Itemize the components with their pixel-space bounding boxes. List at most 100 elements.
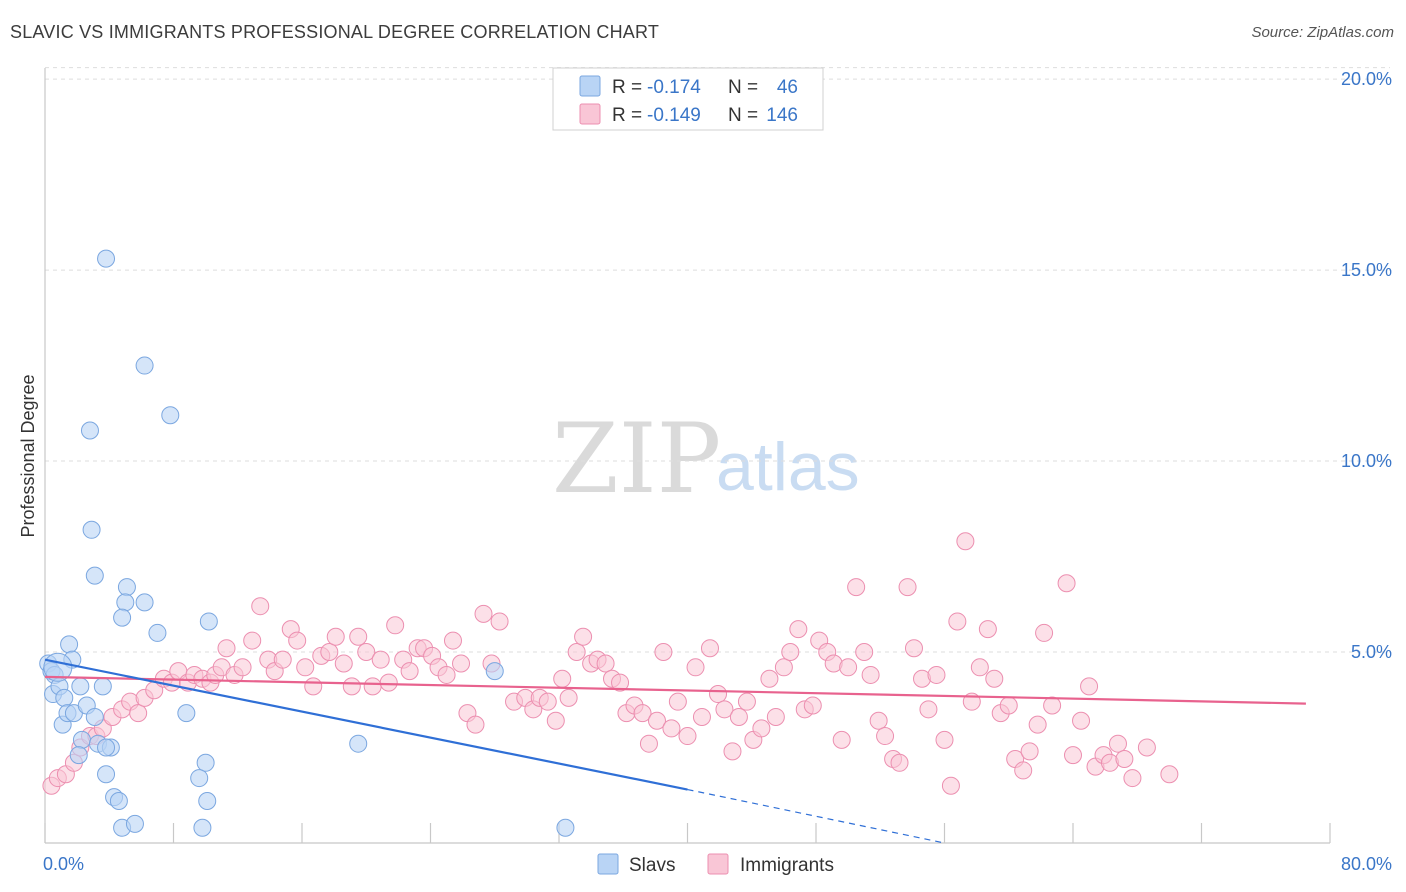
immigrants-point-66 (553, 669, 572, 688)
immigrants-point-134 (1057, 574, 1076, 593)
legend-swatch-immigrants (579, 103, 601, 125)
slavs-point-42 (97, 249, 116, 268)
series-legend: Slavs Immigrants (597, 853, 834, 876)
bottom-legend-swatch-immigrants (707, 853, 729, 875)
slavs-point-26 (82, 520, 101, 539)
slavs-point-40 (485, 662, 504, 681)
immigrants-point-39 (342, 677, 361, 696)
immigrants-point-27 (251, 597, 270, 616)
bottom-legend-immigrants: Immigrants (740, 855, 834, 876)
bottom-legend-slavs: Slavs (629, 855, 675, 876)
immigrants-point-25 (233, 658, 252, 677)
legend-r-label-immigrants: R = (612, 105, 642, 126)
immigrants-point-98 (789, 620, 808, 639)
immigrants-point-81 (662, 719, 681, 738)
slavs-point-27 (85, 566, 104, 585)
immigrants-point-118 (935, 730, 954, 749)
immigrants-point-87 (709, 685, 728, 704)
immigrants-point-36 (320, 643, 339, 662)
immigrants-point-135 (1064, 746, 1082, 765)
immigrants-point-93 (752, 719, 771, 738)
immigrants-point-52 (437, 665, 456, 684)
immigrants-point-40 (349, 627, 368, 646)
immigrants-point-114 (904, 639, 923, 658)
immigrants-point-117 (927, 665, 946, 684)
immigrants-point-95 (766, 707, 785, 726)
stats-legend: R = -0.174 N = 46 R = -0.149 N = 146 (552, 67, 824, 131)
source-label: Source: ZipAtlas.com (1251, 24, 1394, 41)
immigrants-point-133 (1043, 696, 1062, 715)
immigrants-point-57 (474, 604, 493, 623)
immigrants-point-54 (452, 654, 471, 673)
immigrants-point-37 (326, 627, 345, 646)
immigrants-point-105 (839, 658, 858, 677)
y-axis-label: Professional Degree (18, 374, 38, 537)
immigrants-point-96 (774, 658, 793, 677)
immigrants-point-53 (443, 631, 462, 650)
slavs-point-32 (148, 623, 167, 642)
immigrants-point-34 (304, 677, 323, 696)
immigrants-point-145 (1160, 765, 1179, 784)
immigrants-point-137 (1080, 677, 1099, 696)
legend-r-value-slavs: -0.174 (647, 77, 701, 98)
immigrants-point-109 (869, 711, 888, 730)
immigrants-point-116 (919, 700, 938, 719)
immigrants-point-68 (567, 643, 586, 662)
legend-swatch-slavs (579, 75, 601, 97)
slavs-trend-line (44, 658, 688, 791)
immigrants-point-33 (296, 658, 315, 677)
x-tick-labels: 0.0% 80.0% (43, 854, 1392, 874)
immigrants-point-120 (948, 612, 967, 631)
immigrants-point-124 (978, 620, 997, 639)
legend-n-label-slavs: N = (728, 77, 758, 98)
slavs-point-28 (117, 578, 136, 597)
slavs-point-34 (177, 704, 196, 723)
immigrants-point-65 (546, 711, 565, 730)
immigrants-point-141 (1108, 734, 1127, 753)
immigrants-point-47 (400, 662, 419, 681)
immigrants-point-89 (723, 742, 742, 761)
slavs-point-6 (60, 635, 79, 654)
slavs-point-35 (196, 753, 215, 772)
immigrants-point-43 (371, 650, 390, 669)
slavs-point-30 (135, 593, 154, 612)
immigrants-point-77 (633, 704, 652, 723)
immigrants-point-123 (970, 658, 989, 677)
immigrants-point-131 (1028, 715, 1047, 734)
y-tick-label-1: 10.0% (1341, 451, 1392, 471)
immigrants-point-130 (1020, 742, 1039, 761)
immigrants-point-79 (647, 711, 666, 730)
slavs-point-24 (125, 814, 144, 833)
slavs-point-13 (85, 707, 104, 726)
immigrants-point-38 (334, 654, 353, 673)
immigrants-point-108 (861, 665, 880, 684)
slavs-point-19 (69, 746, 88, 765)
immigrants-trend-line (44, 675, 1306, 705)
immigrants-point-90 (729, 707, 748, 726)
immigrants-point-112 (890, 753, 909, 772)
grid-lines (45, 67, 1390, 653)
slavs-point-5 (55, 688, 74, 707)
immigrants-point-59 (490, 612, 509, 631)
immigrants-point-82 (668, 692, 687, 711)
immigrants-point-72 (596, 654, 615, 673)
immigrants-point-86 (700, 639, 719, 658)
legend-r-value-immigrants: -0.149 (647, 105, 701, 126)
immigrants-point-142 (1115, 749, 1134, 768)
immigrants-points (42, 532, 1179, 795)
y-tick-labels: 5.0% 10.0% 15.0% 20.0% (1341, 69, 1392, 662)
slavs-point-37 (198, 791, 217, 810)
slavs-point-22 (109, 791, 128, 810)
immigrants-point-30 (273, 650, 292, 669)
axes (44, 68, 1331, 844)
immigrants-point-144 (1137, 738, 1156, 757)
immigrants-point-67 (559, 688, 578, 707)
trend-lines (44, 658, 1306, 844)
immigrants-point-78 (639, 734, 658, 753)
immigrants-point-85 (692, 707, 711, 726)
legend-n-label-immigrants: N = (728, 105, 758, 126)
slavs-point-20 (97, 765, 116, 784)
immigrants-point-113 (898, 578, 917, 597)
immigrants-point-80 (654, 643, 673, 662)
slavs-point-14 (93, 677, 112, 696)
